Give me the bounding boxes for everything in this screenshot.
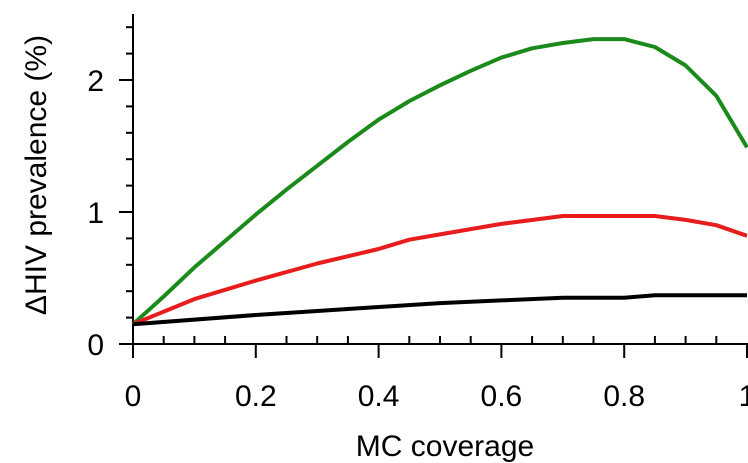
series-line-2 (132, 214, 748, 327)
series-line-3 (132, 293, 747, 327)
x-tick-label: 0 (125, 380, 142, 413)
x-tick-label: 0.2 (235, 380, 277, 413)
axes (119, 14, 748, 358)
x-tick-label: 0.8 (603, 380, 645, 413)
x-axis-title: MC coverage (356, 430, 534, 463)
x-tick-label: 0.4 (358, 380, 400, 413)
y-tick-label: 0 (87, 329, 104, 362)
y-tick-label: 1 (87, 197, 104, 230)
x-tick-label: 1 (739, 380, 748, 413)
x-tick-label: 0.6 (481, 380, 523, 413)
y-tick-label: 2 (87, 65, 104, 98)
series-line-1 (131, 37, 748, 326)
labels: 0 1 2 0 0.2 0.4 0.6 0.8 1 MC coverage ΔHIV prevale… (20, 35, 748, 463)
series-group (131, 37, 748, 327)
y-axis-title: ΔHIV prevalence (%) (20, 35, 53, 315)
